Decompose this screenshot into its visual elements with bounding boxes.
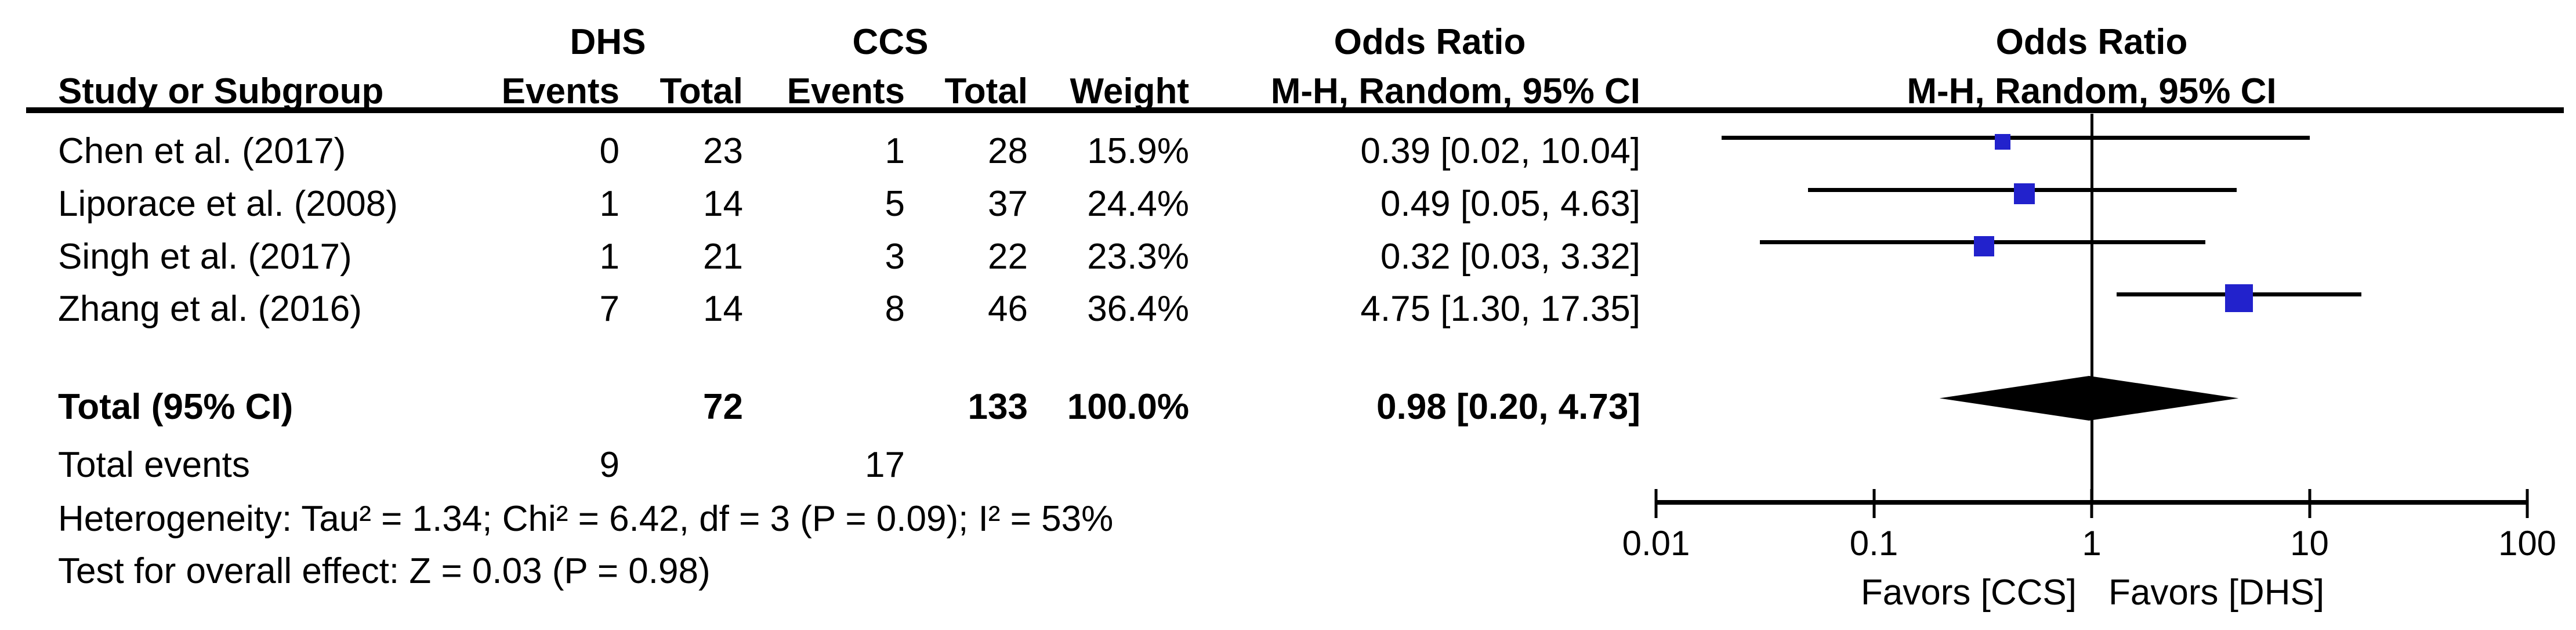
ccs-total-header: Total — [944, 71, 1028, 111]
heterogeneity-note: Heterogeneity: Tau² = 1.34; Chi² = 6.42,… — [58, 499, 1114, 539]
total-row-label: Total (95% CI) — [58, 387, 294, 427]
ci-line — [1722, 136, 2310, 140]
weight-value: 24.4% — [1087, 184, 1189, 224]
study-name: Liporace et al. (2008) — [58, 184, 398, 224]
tick-label: 10 — [2290, 524, 2329, 563]
ccs-events-value: 3 — [885, 237, 905, 277]
total-events-dhs: 9 — [599, 445, 619, 485]
ccs-total-value: 46 — [988, 289, 1028, 329]
plot-column-subtitle: M-H, Random, 95% CI — [1907, 71, 2277, 111]
effect-marker — [2225, 284, 2253, 312]
ccs-events-value: 1 — [885, 131, 905, 171]
tick-label: 1 — [2082, 524, 2102, 563]
total-ccs-total: 133 — [968, 387, 1028, 427]
total-events-ccs: 17 — [865, 445, 905, 485]
weight-value: 23.3% — [1087, 237, 1189, 277]
ccs-total-value: 37 — [988, 184, 1028, 224]
weight-value: 15.9% — [1087, 131, 1189, 171]
forest-plot-area: Odds Ratio M-H, Random, 95% CI 0.01 0.1 1 1… — [1622, 0, 2556, 630]
dhs-events-value: 1 — [599, 237, 619, 277]
axis-tick — [2090, 489, 2093, 518]
axis-tick — [1872, 489, 1875, 518]
or-ci-value: 0.32 [0.03, 3.32] — [1380, 237, 1640, 277]
weight-header: Weight — [1070, 71, 1190, 111]
plot-column-title: Odds Ratio — [1995, 22, 2188, 62]
total-events-label: Total events — [58, 445, 250, 485]
ccs-total-value: 22 — [988, 237, 1028, 277]
dhs-total-value: 14 — [703, 184, 743, 224]
axis-tick — [2308, 489, 2311, 518]
weight-value: 36.4% — [1087, 289, 1189, 329]
group1-header: DHS — [570, 22, 646, 62]
or-ci-value: 0.49 [0.05, 4.63] — [1380, 184, 1640, 224]
tick-label: 0.01 — [1622, 524, 1690, 563]
dhs-events-header: Events — [501, 71, 619, 111]
summary-diamond — [1939, 376, 2239, 421]
dhs-events-value: 1 — [599, 184, 619, 224]
favors-right-label: Favors [DHS] — [2108, 573, 2325, 613]
dhs-total-value: 21 — [703, 237, 743, 277]
overall-effect-note: Test for overall effect: Z = 0.03 (P = 0… — [58, 551, 711, 591]
effect-marker — [2013, 183, 2035, 204]
dhs-total-value: 14 — [703, 289, 743, 329]
group2-header: CCS — [852, 22, 929, 62]
study-name: Singh et al. (2017) — [58, 237, 352, 277]
ccs-events-value: 5 — [885, 184, 905, 224]
dhs-total-header: Total — [660, 71, 744, 111]
effect-marker — [1994, 133, 2010, 150]
total-or-ci: 0.98 [0.20, 4.73] — [1376, 387, 1640, 427]
study-column-header: Study or Subgroup — [58, 71, 384, 111]
axis-tick — [2526, 489, 2529, 518]
dhs-events-value: 0 — [599, 131, 619, 171]
axis-tick — [1654, 489, 1658, 518]
dhs-events-value: 7 — [599, 289, 619, 329]
dhs-total-value: 23 — [703, 131, 743, 171]
ccs-total-value: 28 — [988, 131, 1028, 171]
ccs-events-header: Events — [787, 71, 905, 111]
study-name: Chen et al. (2017) — [58, 131, 346, 171]
ccs-events-value: 8 — [885, 289, 905, 329]
or-column-subtitle: M-H, Random, 95% CI — [1270, 71, 1640, 111]
total-weight: 100.0% — [1067, 387, 1189, 427]
or-ci-value: 0.39 [0.02, 10.04] — [1360, 131, 1640, 171]
null-effect-line — [2090, 114, 2093, 502]
study-name: Zhang et al. (2016) — [58, 289, 362, 329]
tick-label: 100 — [2498, 524, 2557, 563]
effect-marker — [1973, 236, 1994, 256]
tick-label: 0.1 — [1849, 524, 1899, 563]
favors-left-label: Favors [CCS] — [1860, 573, 2077, 613]
total-dhs-total: 72 — [703, 387, 743, 427]
header-rule — [26, 107, 2564, 113]
or-column-title: Odds Ratio — [1334, 22, 1526, 62]
or-ci-value: 4.75 [1.30, 17.35] — [1360, 289, 1640, 329]
